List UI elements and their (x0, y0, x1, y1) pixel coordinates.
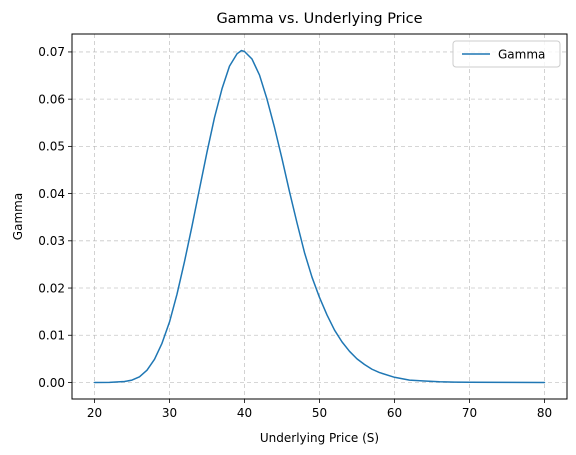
x-axis-label: Underlying Price (S) (260, 431, 379, 445)
y-tick-label: 0.05 (38, 140, 65, 154)
x-tick-label: 30 (162, 406, 177, 420)
x-axis-ticks: 20 30 40 50 60 70 80 (87, 399, 552, 420)
y-tick-label: 0.02 (38, 281, 65, 295)
x-tick-label: 50 (312, 406, 327, 420)
x-tick-label: 70 (462, 406, 477, 420)
y-axis-ticks: 0.00 0.01 0.02 0.03 0.04 0.05 0.06 0.07 (38, 45, 72, 390)
x-tick-label: 60 (387, 406, 402, 420)
series-layer (93, 49, 546, 384)
y-tick-label: 0.06 (38, 92, 65, 106)
series-line-gamma (93, 49, 546, 384)
legend: Gamma (452, 40, 561, 68)
y-axis-label: Gamma (11, 193, 25, 240)
x-tick-label: 80 (537, 406, 552, 420)
x-tick-label: 40 (237, 406, 252, 420)
y-tick-label: 0.04 (38, 187, 65, 201)
grid (72, 34, 567, 399)
y-tick-label: 0.03 (38, 234, 65, 248)
x-tick-label: 20 (87, 406, 102, 420)
chart-title: Gamma vs. Underlying Price (216, 11, 422, 27)
legend-label-gamma: Gamma (498, 48, 545, 62)
legend-box (452, 40, 561, 68)
y-tick-label: 0.01 (38, 329, 65, 343)
y-tick-label: 0.00 (38, 376, 65, 390)
y-tick-label: 0.07 (38, 45, 65, 59)
